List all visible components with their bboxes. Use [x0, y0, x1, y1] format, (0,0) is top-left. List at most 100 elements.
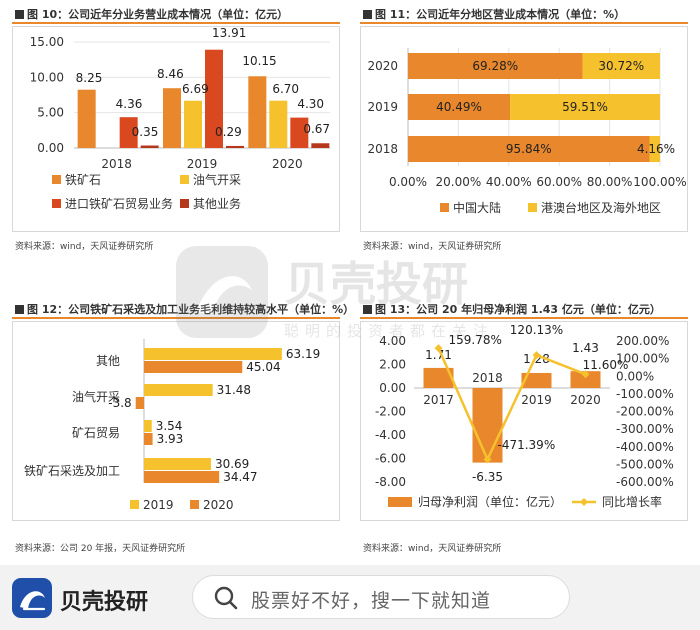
x-tick-label: 2020 — [272, 157, 303, 171]
shell-icon — [20, 591, 46, 611]
data-label: 95.84% — [506, 142, 552, 156]
chart12-svg: 其他 63.19 45.04 油气开采 31.48 -3.8 矿石贸易 3.543.93 铁矿石… — [24, 339, 320, 512]
bar — [205, 49, 223, 148]
chart13-source: 资料来源：wind，天风证券研究所 — [363, 544, 502, 554]
bar — [184, 100, 202, 148]
bar-segment — [510, 94, 660, 120]
bar — [248, 76, 267, 148]
y-left-tick-label: -6.00 — [375, 452, 406, 466]
x-tick-label: 100.00% — [633, 175, 686, 189]
data-label: 63.19 — [286, 347, 320, 361]
growth-line — [437, 347, 586, 463]
y-right-tick-label: 100.00% — [616, 352, 669, 366]
data-label: 59.51% — [562, 100, 608, 114]
y-tick-label: 其他 — [96, 354, 120, 368]
bar-segment — [408, 53, 583, 79]
bar — [135, 397, 144, 409]
y-right-tick-label: -300.00% — [616, 422, 674, 436]
data-label: 69.28% — [472, 59, 518, 73]
data-label: 0.35 — [132, 125, 159, 139]
y-tick-label: 15.00 — [30, 35, 64, 49]
y-tick-label: 5.00 — [37, 106, 64, 120]
x-tick-label: 2019 — [521, 393, 552, 407]
y-left-tick-label: 4.00 — [379, 334, 406, 348]
data-label: 31.48 — [217, 383, 251, 397]
bar — [119, 117, 138, 148]
legend-swatch — [180, 175, 189, 184]
legend-label: 铁矿石 — [65, 173, 101, 187]
y-right-tick-label: -200.00% — [616, 405, 674, 419]
bar — [144, 384, 213, 396]
line-data-label: 11.60% — [583, 358, 629, 372]
chart12-title: 图 12：公司铁矿石采选及加工业务毛利维持较高水平（单位：%） — [15, 301, 354, 317]
bar — [290, 117, 309, 148]
data-label: 4.30 — [297, 97, 324, 111]
y-right-tick-label: 200.00% — [616, 334, 669, 348]
bar — [472, 388, 503, 463]
bar-segment — [408, 94, 511, 120]
line-data-label: 159.78% — [449, 333, 502, 347]
y-tick-label: 10.00 — [30, 70, 64, 84]
legend-label: 2020 — [203, 498, 234, 512]
data-label: 6.69 — [182, 82, 209, 96]
bar — [144, 348, 282, 360]
chart11-title-rule — [360, 22, 688, 24]
data-label: 30.69 — [215, 457, 249, 471]
x-tick-label: 0.00% — [389, 175, 427, 189]
chart10-svg: 0.00 5.00 10.00 15.00 2018 8.25 4.36 0.35 2019 8.… — [30, 26, 330, 211]
growth-marker — [483, 455, 492, 464]
bar-segment — [582, 53, 660, 79]
y-left-tick-label: -8.00 — [375, 475, 406, 489]
bar — [570, 371, 601, 388]
data-label: 34.47 — [223, 470, 257, 484]
bar — [140, 145, 159, 148]
y-tick-label: 2018 — [367, 142, 398, 156]
legend-label: 归母净利润（单位：亿元） — [418, 494, 562, 509]
bar-segment — [408, 136, 650, 162]
legend-swatch — [52, 199, 61, 208]
search-icon — [214, 586, 238, 610]
legend-swatch — [180, 199, 189, 208]
y-tick-label: 矿石贸易 — [72, 426, 120, 440]
data-label: 40.49% — [436, 100, 482, 114]
brand-name: 贝壳投研 — [60, 590, 149, 615]
bar-data-label: -6.35 — [472, 470, 503, 484]
y-right-tick-label: -100.00% — [616, 387, 674, 401]
chart12-source: 资料来源：公司 20 年报，天风证券研究所 — [15, 544, 186, 554]
brand-logo-icon[interactable] — [12, 578, 52, 618]
data-label: -3.8 — [108, 396, 131, 410]
x-tick-label: 2019 — [187, 157, 218, 171]
growth-marker — [434, 344, 443, 353]
chart11-svg: 0.00% 20.00% 40.00% 60.00% 80.00% 100.00% 2020… — [367, 48, 687, 215]
chart13-frame — [360, 321, 688, 521]
bar — [311, 143, 330, 148]
chart10-title-rule — [12, 22, 340, 24]
legend-swatch — [528, 203, 537, 212]
data-label: 3.93 — [157, 432, 184, 446]
x-tick-label: 60.00% — [536, 175, 582, 189]
data-label: 6.70 — [272, 82, 299, 96]
y-left-tick-label: -4.00 — [375, 428, 406, 442]
chart10-source: 资料来源：wind，天风证券研究所 — [15, 242, 154, 252]
data-label: 0.67 — [303, 122, 330, 136]
data-label: 8.25 — [76, 71, 103, 85]
x-tick-label: 40.00% — [486, 175, 532, 189]
growth-marker — [581, 370, 590, 379]
legend-swatch — [52, 175, 61, 184]
y-tick-label: 0.00 — [37, 141, 64, 155]
chart11-source: 资料来源：wind，天风证券研究所 — [363, 242, 502, 252]
bar — [423, 367, 454, 388]
data-label: 0.29 — [215, 125, 242, 139]
legend-swatch — [440, 203, 449, 212]
line-data-label: 120.13% — [510, 323, 563, 337]
y-right-tick-label: -400.00% — [616, 440, 674, 454]
data-label: 3.54 — [156, 419, 183, 433]
legend-label: 港澳台地区及海外地区 — [541, 200, 661, 215]
legend-label: 其他业务 — [193, 196, 241, 211]
bar — [144, 471, 220, 483]
legend-label: 同比增长率 — [602, 494, 662, 509]
y-left-tick-label: 2.00 — [379, 358, 406, 372]
search-box[interactable]: 股票好不好，搜一下就知道 — [192, 575, 570, 619]
y-right-tick-label: -600.00% — [616, 475, 674, 489]
data-label: 8.46 — [157, 67, 184, 81]
